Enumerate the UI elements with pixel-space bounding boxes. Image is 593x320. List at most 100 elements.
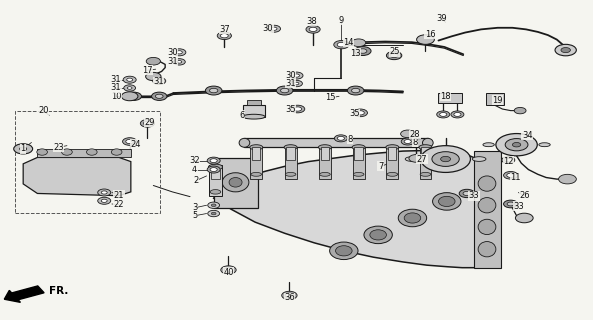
Bar: [422, 147, 429, 160]
Bar: [209, 165, 222, 196]
Text: 8: 8: [347, 135, 352, 144]
Circle shape: [153, 77, 166, 84]
Ellipse shape: [320, 172, 330, 176]
Circle shape: [208, 210, 219, 217]
Ellipse shape: [438, 196, 455, 206]
Text: 14: 14: [343, 38, 354, 47]
Ellipse shape: [404, 213, 421, 223]
Circle shape: [282, 291, 297, 300]
Ellipse shape: [330, 242, 358, 260]
Ellipse shape: [250, 145, 263, 150]
Text: 31: 31: [111, 84, 122, 92]
Circle shape: [436, 111, 449, 118]
Circle shape: [290, 72, 303, 79]
Circle shape: [98, 189, 111, 196]
Circle shape: [409, 155, 423, 162]
Bar: [420, 147, 431, 179]
Circle shape: [347, 86, 364, 95]
Circle shape: [101, 191, 107, 194]
Ellipse shape: [111, 149, 122, 155]
Circle shape: [441, 156, 451, 162]
Circle shape: [127, 87, 132, 89]
Text: 32: 32: [189, 156, 200, 165]
Circle shape: [334, 135, 347, 142]
Circle shape: [454, 113, 461, 116]
Text: 35: 35: [285, 105, 296, 114]
Text: 34: 34: [522, 131, 533, 140]
Bar: [252, 147, 260, 160]
Circle shape: [176, 51, 182, 54]
Circle shape: [432, 152, 459, 166]
Circle shape: [152, 92, 167, 100]
Bar: [285, 147, 296, 179]
Circle shape: [177, 60, 181, 63]
Ellipse shape: [62, 149, 72, 155]
Circle shape: [459, 189, 474, 197]
Circle shape: [417, 35, 434, 44]
Bar: [438, 93, 462, 103]
Circle shape: [337, 136, 345, 140]
Ellipse shape: [353, 172, 364, 176]
FancyArrow shape: [4, 286, 44, 302]
Circle shape: [507, 173, 515, 177]
Circle shape: [514, 108, 526, 114]
Circle shape: [211, 204, 216, 206]
Circle shape: [14, 144, 33, 154]
Bar: [243, 105, 265, 117]
Circle shape: [127, 78, 133, 81]
Circle shape: [209, 88, 218, 93]
Circle shape: [208, 202, 219, 208]
Text: 11: 11: [510, 173, 521, 182]
Circle shape: [352, 88, 360, 93]
Bar: [319, 147, 331, 179]
Circle shape: [463, 191, 471, 196]
Circle shape: [221, 266, 236, 274]
Ellipse shape: [251, 172, 262, 176]
Bar: [353, 147, 365, 179]
Text: 13: 13: [350, 49, 361, 58]
Circle shape: [390, 53, 398, 58]
Circle shape: [173, 59, 185, 65]
Circle shape: [211, 212, 216, 215]
Circle shape: [123, 138, 137, 145]
Ellipse shape: [243, 114, 265, 119]
Text: 30: 30: [263, 24, 273, 33]
Ellipse shape: [210, 190, 221, 194]
Text: 25: 25: [390, 47, 400, 56]
Ellipse shape: [336, 246, 352, 256]
Text: 39: 39: [436, 14, 447, 23]
Circle shape: [496, 133, 537, 156]
Text: 12: 12: [503, 157, 514, 166]
Circle shape: [512, 142, 521, 147]
Text: 2: 2: [193, 176, 199, 185]
Circle shape: [144, 121, 151, 125]
Bar: [213, 158, 258, 208]
Ellipse shape: [37, 149, 47, 155]
Circle shape: [559, 174, 576, 184]
Text: 1: 1: [21, 144, 26, 153]
Circle shape: [334, 41, 349, 49]
Bar: [244, 138, 428, 147]
Bar: [250, 147, 262, 179]
Circle shape: [126, 92, 142, 100]
Circle shape: [173, 49, 186, 56]
Circle shape: [555, 44, 576, 56]
Circle shape: [294, 74, 299, 77]
Ellipse shape: [419, 145, 432, 150]
Text: 3: 3: [192, 203, 197, 212]
Circle shape: [503, 172, 518, 179]
Circle shape: [221, 34, 228, 38]
Circle shape: [210, 168, 217, 172]
Ellipse shape: [432, 193, 461, 210]
Circle shape: [126, 140, 133, 144]
Circle shape: [401, 138, 415, 145]
Circle shape: [98, 197, 111, 204]
Ellipse shape: [364, 226, 393, 244]
Bar: [211, 170, 220, 179]
Text: 36: 36: [284, 293, 295, 302]
Ellipse shape: [87, 149, 97, 155]
Bar: [321, 147, 329, 160]
Circle shape: [515, 213, 533, 223]
Circle shape: [207, 166, 220, 173]
Circle shape: [337, 42, 346, 47]
